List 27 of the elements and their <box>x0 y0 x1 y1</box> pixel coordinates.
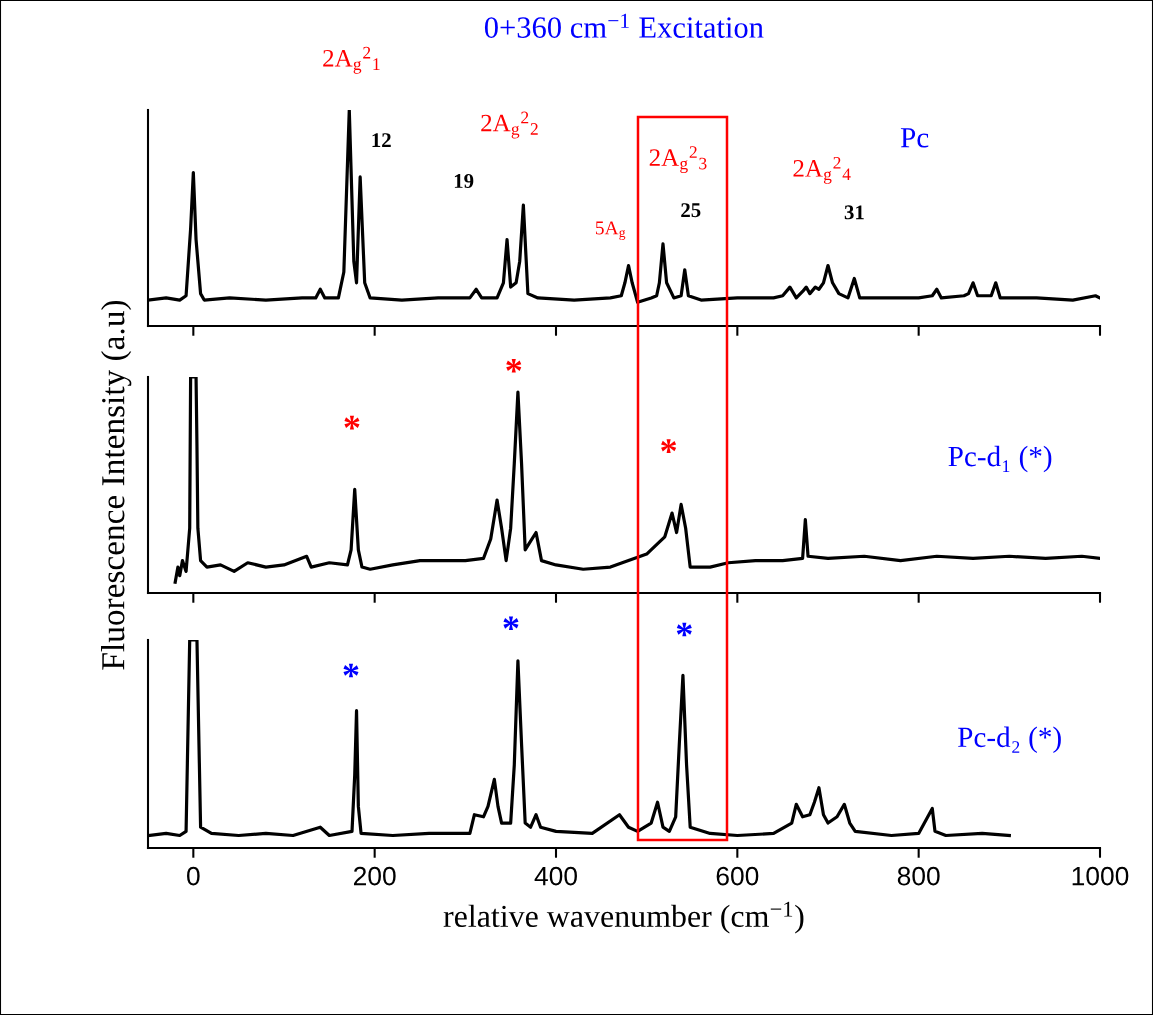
text: 2A$_{g}$$^{2}$$_{1}$ <box>323 46 380 74</box>
annotation: 19 <box>454 174 474 189</box>
annotation: * <box>343 663 359 678</box>
annotation: 12 <box>372 133 391 147</box>
x-tick-label: 1000 <box>1072 866 1129 886</box>
annotation: 25 <box>681 203 701 218</box>
x-axis-title: relative wavenumber (cm$^{−1}$) <box>443 901 804 934</box>
x-tick-label: 600 <box>716 866 759 886</box>
annotation: 2A$_{g}$$^{2}$$_{2}$ <box>481 111 538 139</box>
annotation: * <box>503 616 519 631</box>
x-tick-label: 0 <box>187 866 200 886</box>
annotation: 2A$_{g}$$^{2}$$_{3}$ <box>649 146 707 174</box>
chart-title: 0+360 cm$^{−1}$ Excitation <box>484 13 764 38</box>
annotation: 2A$_{g}$$^{2}$$_{4}$ <box>793 156 851 184</box>
text: Pc-d₁ (*) <box>948 445 1052 473</box>
annotation: * <box>344 415 360 430</box>
annotation: 31 <box>844 205 864 220</box>
x-tick-label: 400 <box>534 866 577 886</box>
annotation: * <box>506 358 522 373</box>
text: Pc <box>900 128 929 148</box>
x-tick-label: 200 <box>353 866 396 886</box>
text: Pc-d₂ (*) <box>958 726 1061 754</box>
x-tick-label: 800 <box>897 866 940 886</box>
annotation: * <box>661 439 677 453</box>
y-axis-title: Fluorescence Intensity (a.u) <box>101 300 132 670</box>
annotation: 5A$_{g}$ <box>595 221 626 240</box>
annotation: * <box>676 622 692 637</box>
